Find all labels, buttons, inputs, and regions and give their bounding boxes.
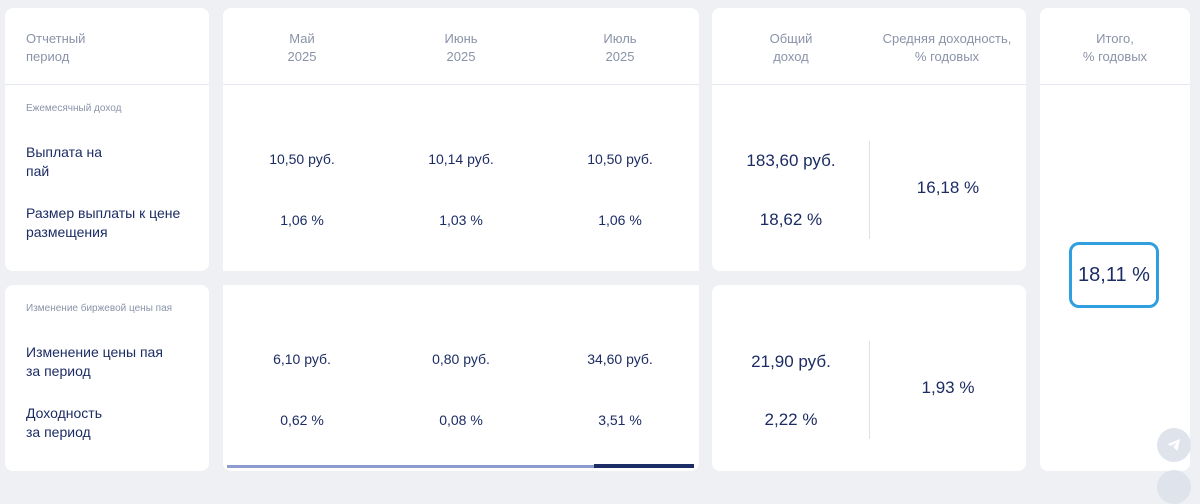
totals-divider xyxy=(869,141,870,239)
telegram-icon xyxy=(1167,439,1180,451)
total-period-yield: 2,22 % xyxy=(764,410,818,429)
section-title-monthly-income: Ежемесячный доход xyxy=(26,103,122,114)
totals-divider xyxy=(869,341,870,439)
header-divider xyxy=(223,84,699,85)
cell-period-yield-may: 0,62 % xyxy=(280,412,324,428)
total-header: Итого, % годовых xyxy=(1082,31,1148,64)
period-card-bottom xyxy=(5,285,209,471)
period-card-top xyxy=(5,8,209,271)
cell-ratio-june: 1,03 % xyxy=(439,212,483,228)
cell-price-change-june: 0,80 руб. xyxy=(432,351,490,367)
month-header-may: Май 2025 xyxy=(287,31,317,64)
header-divider xyxy=(712,84,1026,85)
period-header: Отчетный период xyxy=(26,31,86,64)
cell-ratio-may: 1,06 % xyxy=(280,212,324,228)
cell-period-yield-july: 3,51 % xyxy=(598,412,642,428)
cell-payout-may: 10,50 руб. xyxy=(269,151,335,167)
months-card xyxy=(223,8,699,471)
total-payout: 183,60 руб. xyxy=(746,151,836,170)
cell-payout-june: 10,14 руб. xyxy=(428,151,494,167)
total-income-header: Общий доход xyxy=(769,31,813,64)
cell-payout-july: 10,50 руб. xyxy=(587,151,653,167)
header-divider xyxy=(1040,84,1190,85)
month-header-july: Июль 2025 xyxy=(603,31,637,64)
header-divider xyxy=(5,84,209,85)
month-header-june: Июнь 2025 xyxy=(444,31,478,64)
total-price-change: 21,90 руб. xyxy=(751,352,831,371)
avg-yield-price: 1,93 % xyxy=(921,378,975,397)
scrollbar-thumb[interactable] xyxy=(594,464,694,468)
total-ratio: 18,62 % xyxy=(759,210,823,229)
horizontal-scrollbar[interactable] xyxy=(227,464,694,468)
row-label-payout-ratio: Размер выплаты к цене размещения xyxy=(26,205,181,240)
row-label-payout: Выплата на пай xyxy=(26,144,103,179)
row-label-price-change: Изменение цены пая за период xyxy=(26,344,163,379)
section-title-price-change: Изменение биржевой цены пая xyxy=(26,303,173,314)
secondary-floating-button[interactable] xyxy=(1157,470,1191,504)
months-card-gap xyxy=(223,271,699,285)
total-yield-value: 18,11 % xyxy=(1069,242,1159,308)
avg-yield-monthly: 16,18 % xyxy=(916,178,980,197)
row-label-period-yield: Доходность за период xyxy=(26,405,102,440)
total-card xyxy=(1040,8,1190,471)
telegram-button[interactable] xyxy=(1157,428,1191,462)
cell-period-yield-june: 0,08 % xyxy=(439,412,483,428)
cell-price-change-may: 6,10 руб. xyxy=(273,351,331,367)
avg-yield-header: Средняя доходность, % годовых xyxy=(882,31,1012,64)
cell-price-change-july: 34,60 руб. xyxy=(587,351,653,367)
cell-ratio-july: 1,06 % xyxy=(598,212,642,228)
